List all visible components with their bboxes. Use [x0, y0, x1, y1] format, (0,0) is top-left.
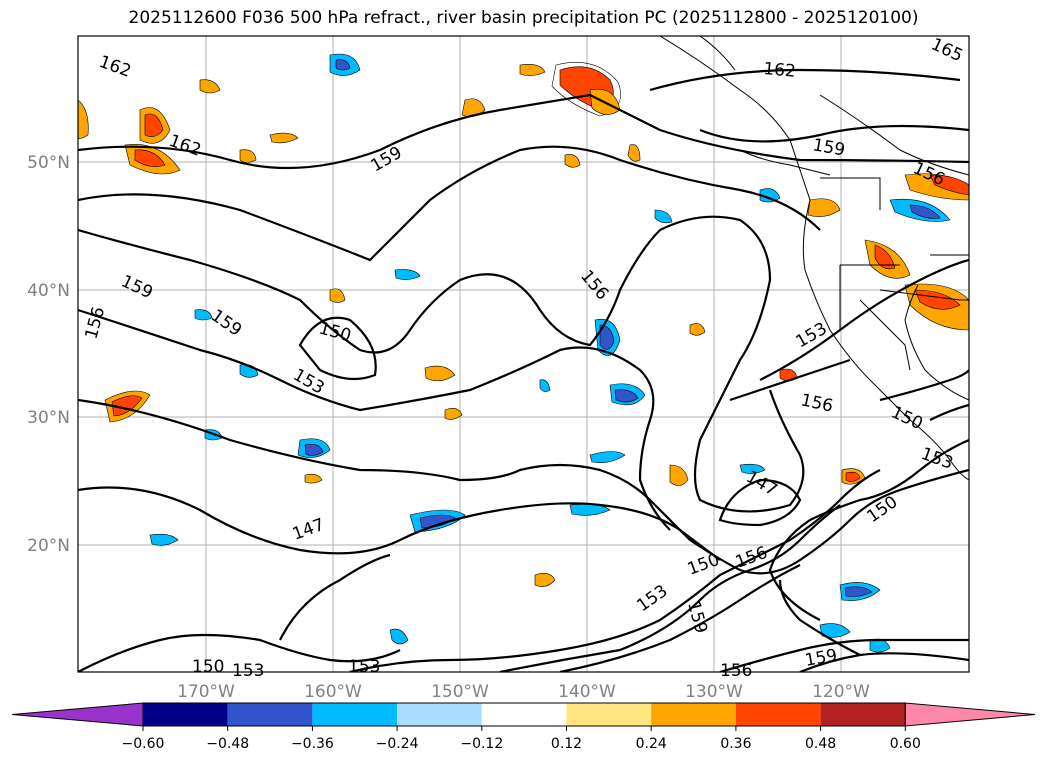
colorbar-segment — [397, 703, 482, 726]
longitude-labels: 170°W 160°W 150°W 140°W 130°W 120°W — [177, 682, 870, 702]
colorbar-segment — [566, 703, 652, 726]
colorbar-tick-label: −0.60 — [122, 736, 165, 752]
longitude-label: 150°W — [431, 682, 489, 702]
latitude-label: 30°N — [27, 408, 70, 428]
latitude-label: 50°N — [27, 153, 70, 173]
contour-label: 153 — [232, 661, 264, 681]
colorbar-outline — [142, 702, 906, 727]
colorbar-segment — [143, 703, 228, 726]
map-title: 2025112600 F036 500 hPa refract., river … — [128, 8, 919, 28]
colorbar-extend-high — [904, 702, 1036, 727]
colorbar — [11, 702, 1036, 727]
longitude-label: 160°W — [304, 682, 362, 702]
map-panel — [77, 35, 970, 673]
colorbar-tick-label: 0.12 — [551, 736, 582, 752]
latitude-label: 40°N — [27, 281, 70, 301]
colorbar-segment — [820, 703, 906, 726]
longitude-label: 170°W — [177, 682, 235, 702]
colorbar-extend-low — [11, 702, 144, 727]
gridlines — [78, 36, 969, 672]
contour-label: 153 — [348, 657, 380, 677]
colorbar-tick-label: −0.48 — [206, 736, 249, 752]
colorbar-tick-label: −0.36 — [291, 736, 334, 752]
latitude-labels: 50°N 40°N 30°N 20°N — [27, 153, 70, 556]
latitude-label: 20°N — [27, 536, 70, 556]
colorbar-tick-label: −0.24 — [376, 736, 419, 752]
colorbar-ticks: −0.60 −0.48 −0.36 −0.24 −0.12 0.12 0.24 0.36 0.4… — [122, 726, 921, 752]
longitude-label: 120°W — [812, 682, 870, 702]
colorbar-tick-label: −0.12 — [460, 736, 503, 752]
longitude-label: 130°W — [685, 682, 743, 702]
colorbar-segment — [312, 703, 398, 726]
colorbar-segment — [227, 703, 313, 726]
colorbar-tick-label: 0.36 — [720, 736, 751, 752]
contour-lines — [78, 68, 969, 672]
longitude-label: 140°W — [558, 682, 616, 702]
colorbar-segment — [651, 703, 736, 726]
contour-label: 156 — [720, 661, 752, 681]
contour-label: 150 — [192, 657, 224, 677]
colorbar-tick-label: 0.48 — [805, 736, 836, 752]
colorbar-tick-label: 0.60 — [890, 736, 921, 752]
coastlines — [659, 36, 969, 481]
colorbar-segment — [735, 703, 821, 726]
contour-label: 162 — [763, 59, 797, 82]
colorbar-tick-label: 0.24 — [636, 736, 667, 752]
colorbar-segment — [481, 703, 567, 726]
